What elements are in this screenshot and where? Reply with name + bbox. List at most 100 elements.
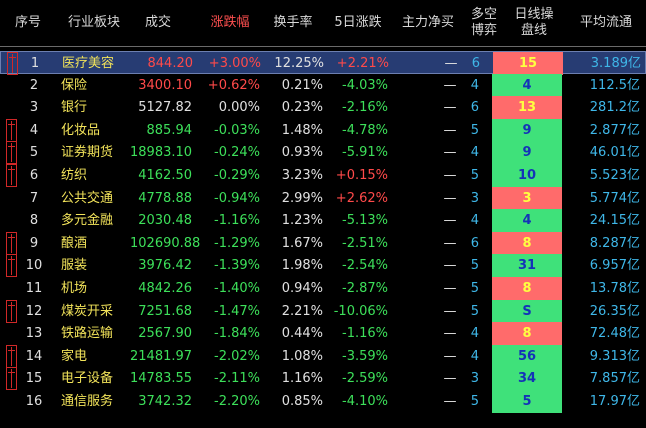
table-row[interactable]: 1 医疗美容 844.20 +3.00% 12.25% +2.21% — 6 15 3.189亿: [0, 51, 646, 75]
table-row[interactable]: 13 铁路运输 2567.90 -1.84% 0.44% -1.16% — 4 8 72.48亿: [0, 322, 646, 346]
sector-name[interactable]: 酿酒: [61, 235, 88, 251]
sector-name[interactable]: 公共交通: [61, 190, 114, 206]
op-line-cell: 13: [492, 96, 562, 120]
table-row[interactable]: 15 电子设备 14783.55 -2.11% 1.16% -2.59% — 3 34 7.857…: [0, 367, 646, 391]
sector-name[interactable]: 银行: [61, 100, 88, 116]
header-longshort[interactable]: 多空 博弈: [470, 7, 497, 38]
op-line-cell: 9: [492, 118, 562, 142]
header-change[interactable]: 涨跌幅: [210, 15, 250, 30]
row-number: 13: [25, 326, 43, 342]
table-row[interactable]: 16 通信服务 3742.32 -2.20% 0.85% -4.10% — 5 5 17.97亿: [0, 390, 646, 413]
table-row[interactable]: 8 多元金融 2030.48 -1.16% 1.23% -5.13% — 4 4 24.15亿: [0, 209, 646, 233]
table-row[interactable]: 2 保险 3400.10 +0.62% 0.21% -4.03% — 4 4 112.5亿: [0, 73, 646, 97]
header-turnover[interactable]: 换手率: [273, 15, 313, 30]
expand-icon[interactable]: [6, 299, 17, 323]
main-net-buy: —: [443, 303, 457, 319]
deal-value: 4842.26: [138, 281, 192, 296]
op-line-cell: 9: [492, 141, 562, 165]
row-number: 8: [29, 213, 39, 229]
deal-value: 3742.32: [138, 394, 192, 409]
sector-name[interactable]: 服装: [61, 258, 88, 274]
table-row[interactable]: 3 银行 5127.82 0.00% 0.23% -2.16% — 6 13 281.2亿: [0, 96, 646, 120]
table-row[interactable]: 10 服装 3976.42 -1.39% 1.98% -2.54% — 5 31 6.957亿: [0, 254, 646, 278]
op-line-cell: 8: [492, 277, 562, 300]
op-line-cell: 31: [492, 254, 562, 278]
sector-name[interactable]: 纺织: [61, 168, 88, 183]
deal-value: 3400.10: [138, 77, 192, 93]
change-pct: -2.11%: [214, 371, 260, 387]
long-short-value: 5: [470, 168, 479, 183]
expand-icon[interactable]: [6, 141, 17, 165]
avg-circulation: 3.189亿: [590, 56, 641, 71]
long-short-value: 6: [470, 235, 479, 251]
table-row[interactable]: 11 机场 4842.26 -1.40% 0.94% -2.87% — 5 8 13.78亿: [0, 277, 646, 300]
sector-name[interactable]: 家电: [61, 348, 88, 364]
main-net-buy: —: [443, 258, 457, 274]
main-net-buy: —: [443, 326, 457, 342]
row-number: 4: [29, 122, 39, 138]
op-line-cell: 56: [492, 344, 562, 368]
change-pct: 0.00%: [218, 100, 260, 116]
sector-name[interactable]: 电子设备: [61, 371, 114, 387]
turnover-rate: 1.08%: [281, 348, 323, 364]
day5-change: +0.15%: [335, 168, 388, 183]
turnover-rate: 0.85%: [281, 394, 323, 409]
header-day5[interactable]: 5日涨跌: [334, 15, 382, 30]
sector-name[interactable]: 铁路运输: [61, 326, 114, 342]
op-line-cell: 5: [492, 390, 562, 413]
expand-icon[interactable]: [6, 231, 17, 255]
expand-icon[interactable]: [6, 164, 17, 187]
turnover-rate: 2.21%: [281, 303, 323, 319]
header-seq[interactable]: 序号: [14, 15, 41, 30]
sector-name[interactable]: 保险: [61, 77, 88, 93]
change-pct: -1.16%: [214, 213, 260, 229]
main-net-buy: —: [443, 371, 457, 387]
sector-name[interactable]: 多元金融: [61, 213, 114, 229]
turnover-rate: 1.67%: [281, 235, 323, 251]
main-net-buy: —: [444, 56, 458, 71]
day5-change: +2.62%: [335, 190, 388, 206]
table-row[interactable]: 5 证券期货 18983.10 -0.24% 0.93% -5.91% — 4 9 46.01亿: [0, 141, 646, 165]
sector-name[interactable]: 医疗美容: [62, 56, 115, 71]
long-short-value: 4: [470, 348, 479, 364]
op-line-cell: 3: [492, 186, 562, 210]
avg-circulation: 2.877亿: [589, 122, 640, 138]
sector-name[interactable]: 化妆品: [61, 122, 101, 138]
header-opline[interactable]: 日线操 盘线: [514, 7, 554, 38]
sector-name[interactable]: 机场: [61, 281, 88, 296]
expand-icon[interactable]: [6, 118, 17, 142]
row-number: 5: [29, 145, 39, 161]
table-row[interactable]: 9 酿酒 102690.88 -1.29% 1.67% -2.51% — 6 8 8.287亿: [0, 231, 646, 255]
deal-value: 5127.82: [138, 100, 192, 116]
header-deal[interactable]: 成交: [144, 15, 171, 30]
turnover-rate: 1.16%: [281, 371, 323, 387]
sector-name[interactable]: 通信服务: [61, 394, 114, 409]
table-row[interactable]: 4 化妆品 885.94 -0.03% 1.48% -4.78% — 5 9 2.877亿: [0, 118, 646, 142]
sector-name[interactable]: 证券期货: [61, 145, 114, 161]
day5-change: -5.13%: [342, 213, 388, 229]
table-row[interactable]: 12 煤炭开采 7251.68 -1.47% 2.21% -10.06% — 5 S 26.35亿: [0, 299, 646, 323]
expand-icon[interactable]: [6, 367, 17, 391]
main-net-buy: —: [443, 100, 457, 116]
expand-icon[interactable]: [7, 52, 18, 75]
table-row[interactable]: 14 家电 21481.97 -2.02% 1.08% -3.59% — 4 56 9.313亿: [0, 344, 646, 368]
main-net-buy: —: [443, 235, 457, 251]
long-short-value: 3: [470, 371, 479, 387]
day5-change: -10.06%: [333, 303, 388, 319]
header-avgcap[interactable]: 平均流通: [579, 15, 632, 30]
header-industry[interactable]: 行业板块: [67, 15, 120, 30]
turnover-rate: 0.94%: [281, 281, 323, 296]
day5-change: -4.10%: [342, 394, 388, 409]
sector-name[interactable]: 煤炭开采: [61, 303, 114, 319]
main-net-buy: —: [443, 281, 457, 296]
deal-value: 14783.55: [130, 371, 193, 387]
expand-icon[interactable]: [6, 344, 17, 368]
header-mainflow[interactable]: 主力净买: [401, 15, 454, 30]
expand-icon[interactable]: [6, 254, 17, 278]
table-row[interactable]: 6 纺织 4162.50 -0.29% 3.23% +0.15% — 5 10 5.523亿: [0, 164, 646, 187]
long-short-value: 5: [470, 281, 479, 296]
table-row[interactable]: 7 公共交通 4778.88 -0.94% 2.99% +2.62% — 3 3 5.774亿: [0, 186, 646, 210]
deal-value: 102690.88: [130, 235, 201, 251]
change-pct: -1.29%: [214, 235, 260, 251]
op-line-cell: 4: [492, 73, 562, 97]
